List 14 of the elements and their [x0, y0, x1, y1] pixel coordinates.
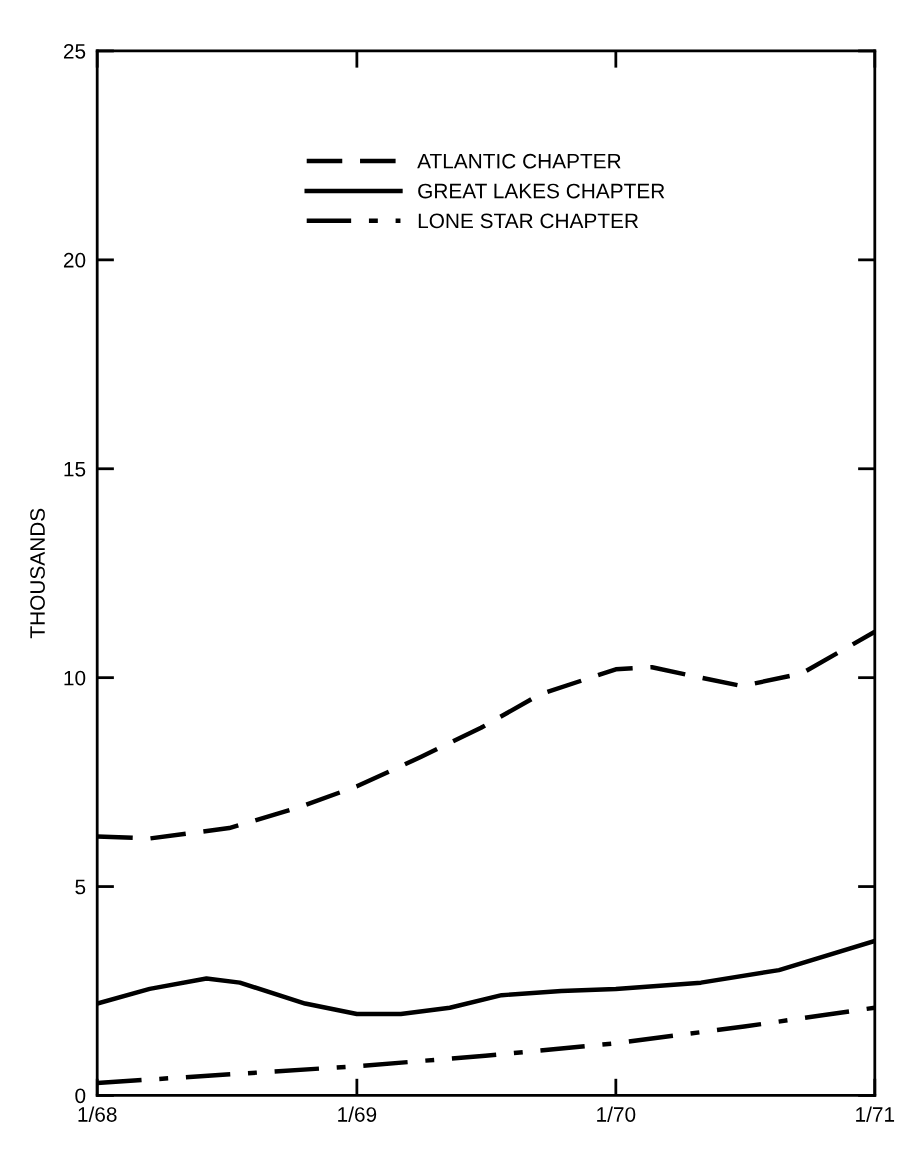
- y-tick-label: 10: [64, 670, 86, 686]
- x-tick-label: 1/70: [597, 1106, 636, 1122]
- x-tick-label: 1/69: [338, 1106, 377, 1122]
- y-tick-label: 25: [63, 43, 86, 59]
- y-axis-title: THOUSANDS: [30, 508, 45, 639]
- legend-label: GREAT LAKES CHAPTER: [418, 183, 665, 199]
- y-tick-label: 20: [63, 252, 86, 268]
- legend-label: LONE STAR CHAPTER: [418, 213, 639, 229]
- y-tick-label: 0: [75, 1088, 86, 1104]
- y-tick-label: 15: [64, 461, 86, 477]
- y-tick-label: 5: [75, 879, 86, 895]
- x-tick-label: 1/71: [856, 1106, 895, 1122]
- x-tick-label: 1/68: [78, 1106, 117, 1122]
- legend-label: ATLANTIC CHAPTER: [417, 153, 621, 169]
